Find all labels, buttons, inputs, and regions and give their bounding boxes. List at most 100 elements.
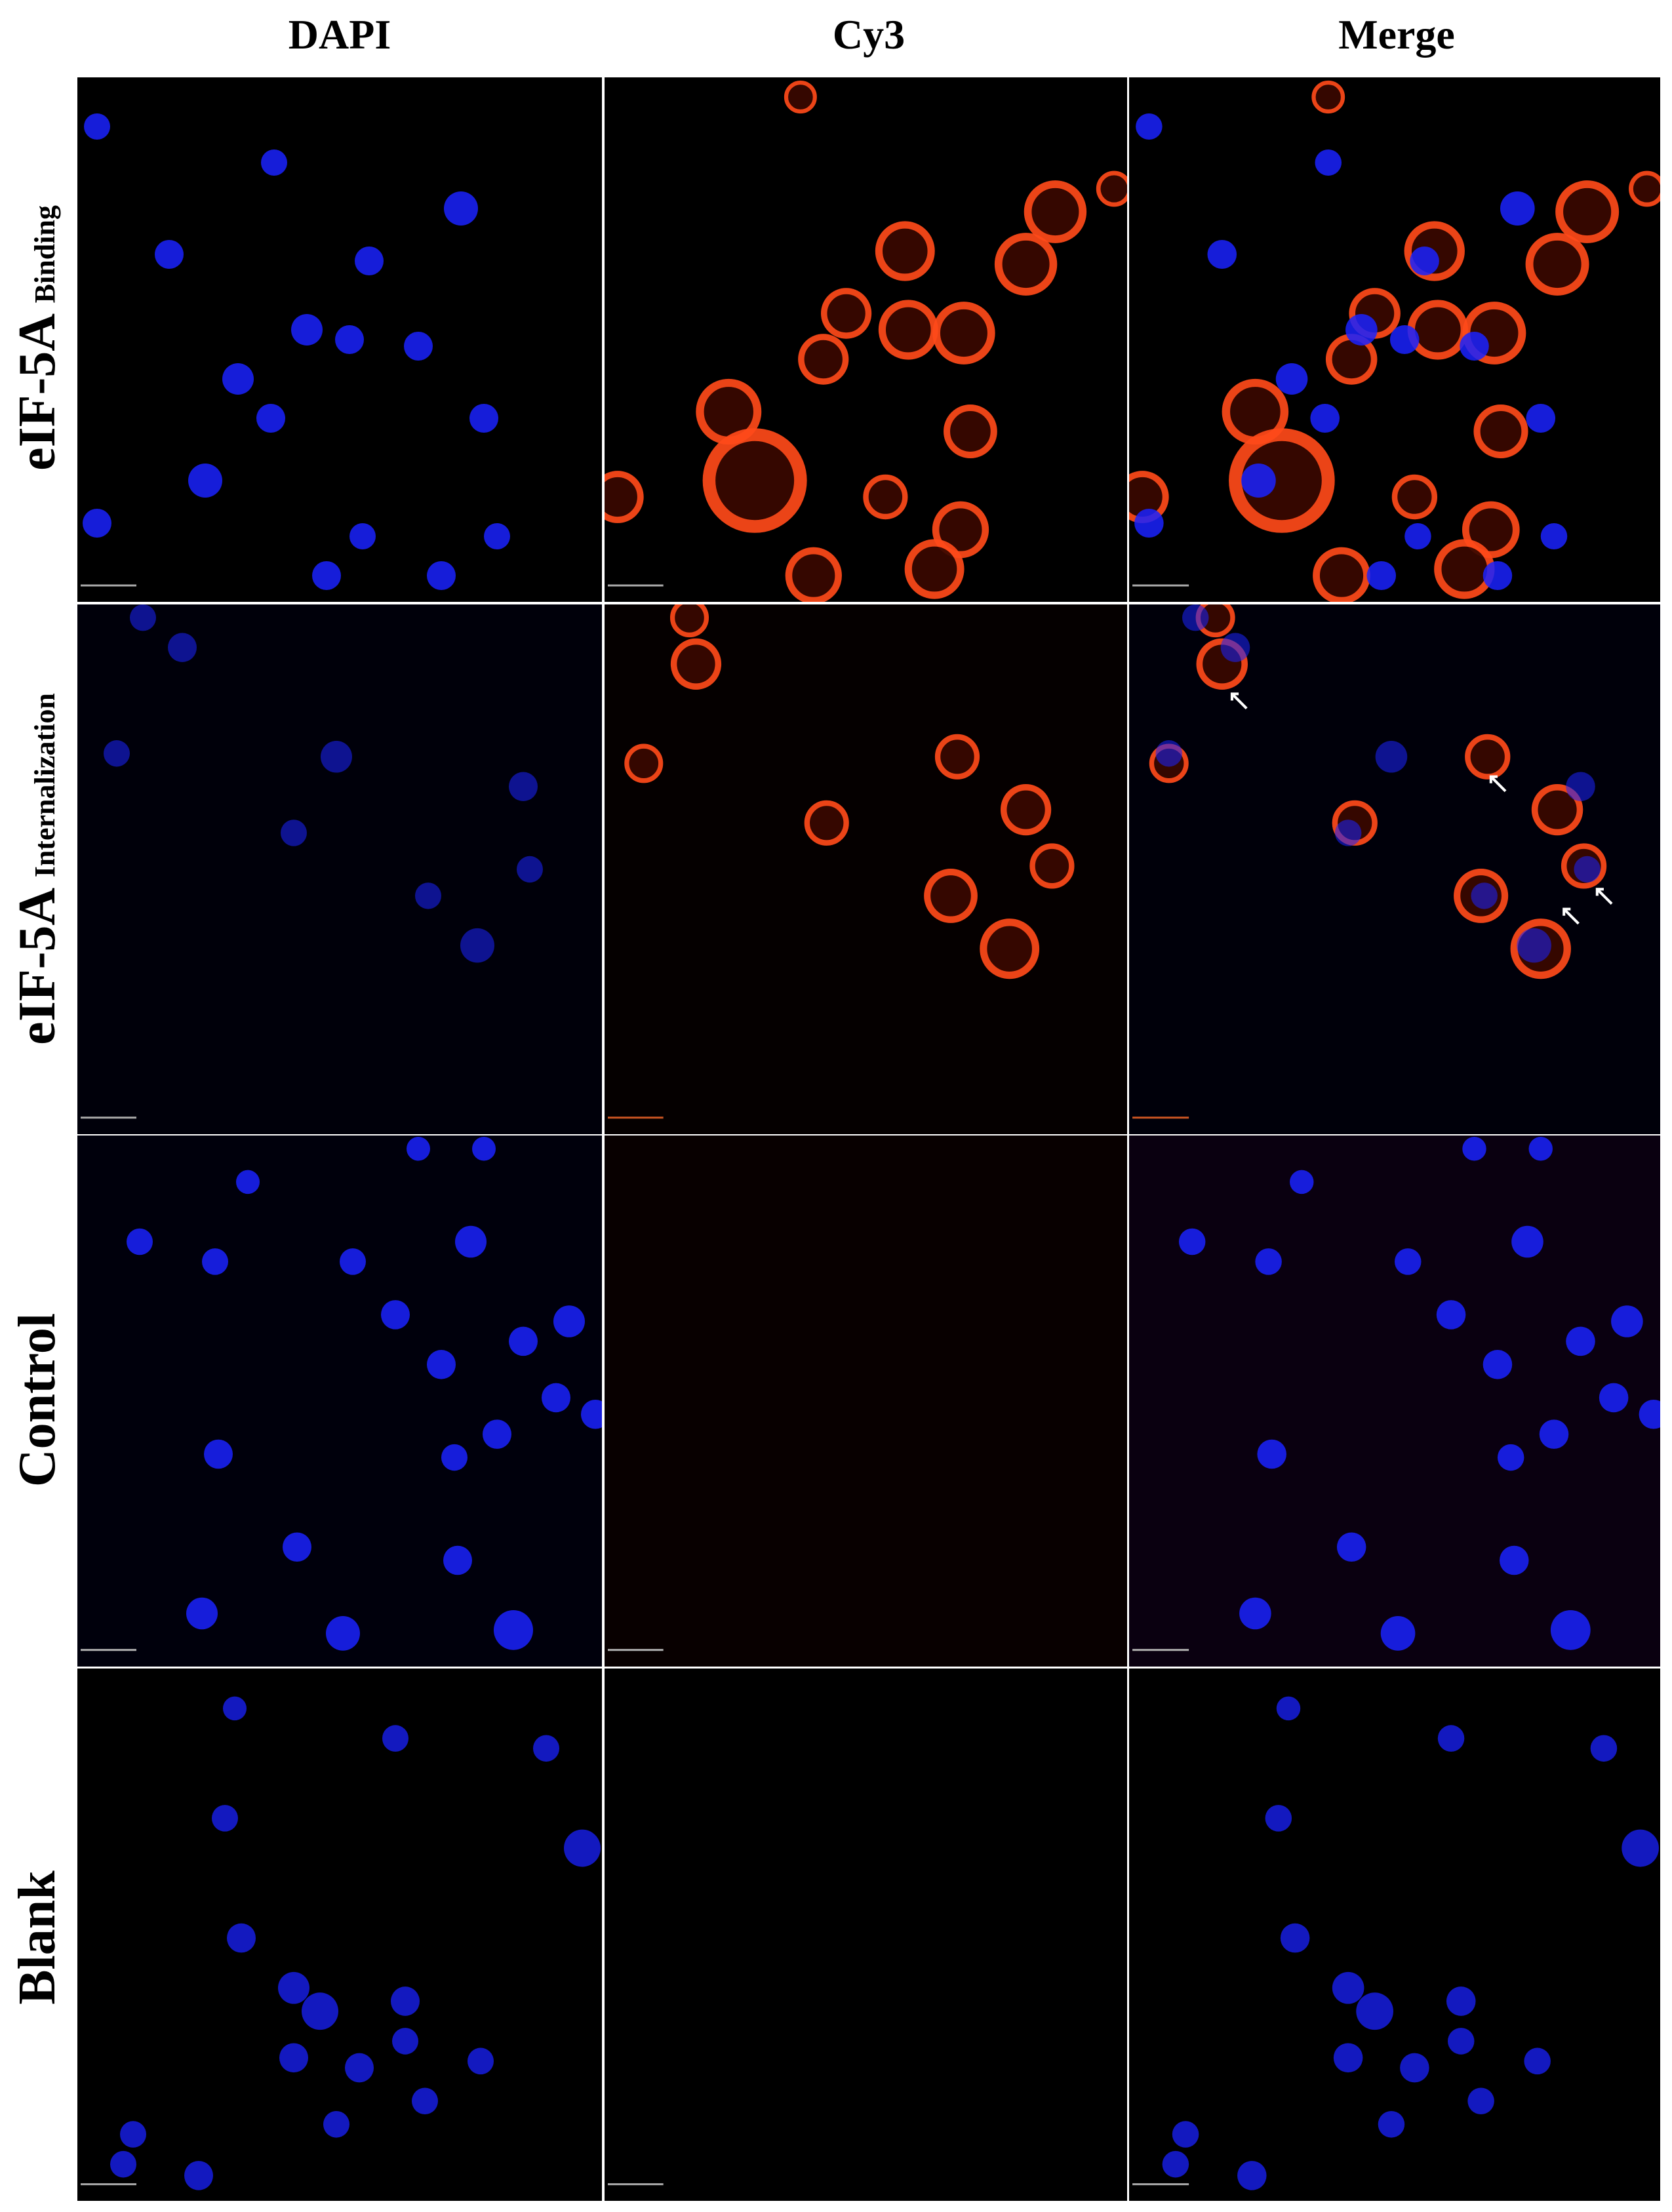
row-label-binding-sub: Binding xyxy=(29,205,62,303)
cy3-cell-14 xyxy=(785,547,842,602)
nucleus-5 xyxy=(1483,1350,1513,1379)
nucleus-7 xyxy=(1356,1992,1393,2030)
nucleus-1 xyxy=(1220,633,1250,662)
nucleus-14 xyxy=(1499,1545,1529,1575)
cy3-cell-8 xyxy=(980,918,1040,979)
nucleus-7 xyxy=(1611,1305,1643,1337)
nucleus-6 xyxy=(509,1326,538,1356)
nucleus-16 xyxy=(312,561,341,590)
nucleus-1 xyxy=(382,1725,408,1752)
nucleus-0 xyxy=(1178,1228,1206,1255)
nucleus-8 xyxy=(1460,332,1489,361)
nucleus-4 xyxy=(355,247,384,275)
cy3-cell-12 xyxy=(1462,501,1520,559)
arrow-2 xyxy=(1596,888,1613,905)
nucleus-6 xyxy=(1332,1971,1364,2004)
nucleus-14 xyxy=(484,523,510,549)
nucleus-8 xyxy=(1599,1383,1629,1413)
nucleus-10 xyxy=(1639,1399,1660,1429)
nucleus-13 xyxy=(468,2047,494,2075)
nucleus-13 xyxy=(1336,1532,1366,1562)
nucleus-16 xyxy=(1162,2150,1189,2178)
cy3-cell-2 xyxy=(994,233,1058,296)
nucleus-5 xyxy=(1334,820,1362,846)
cy3-cell-1 xyxy=(670,638,722,690)
nucleus-15 xyxy=(1483,561,1513,590)
panel-binding-cy3 xyxy=(605,77,1127,602)
cy3-cell-6 xyxy=(798,334,849,385)
nucleus-11 xyxy=(1333,2043,1363,2073)
nucleus-16 xyxy=(1380,1616,1416,1651)
panel-internalization-cy3 xyxy=(605,604,1127,1134)
nucleus-16 xyxy=(1366,561,1397,590)
nucleus-5 xyxy=(1345,314,1378,346)
nucleus-20 xyxy=(472,1137,496,1161)
nucleus-13 xyxy=(1404,523,1431,549)
panel-control-cy3 xyxy=(605,1136,1127,1667)
nucleus-19 xyxy=(407,1137,430,1161)
nucleus-12 xyxy=(1400,2053,1429,2083)
nucleus-8 xyxy=(460,928,494,963)
nucleus-9 xyxy=(1448,2028,1475,2055)
panel-internalization-merge xyxy=(1129,604,1660,1134)
nucleus-4 xyxy=(1566,772,1595,801)
nucleus-6 xyxy=(517,856,543,883)
nucleus-9 xyxy=(469,404,498,433)
nucleus-8 xyxy=(1517,928,1551,963)
cy3-cell-12 xyxy=(932,501,989,559)
cy3-cell-2 xyxy=(624,743,664,783)
nucleus-1 xyxy=(202,1248,228,1275)
cy3-cell-14 xyxy=(1313,547,1370,602)
nucleus-2 xyxy=(533,1735,559,1762)
nucleus-7 xyxy=(302,1992,338,2030)
nucleus-5 xyxy=(227,1923,256,1953)
panel-internalization-dapi xyxy=(77,604,602,1134)
cy3-cell-11 xyxy=(863,474,908,520)
panel-blank-dapi xyxy=(77,1669,602,2201)
row-label-control-main: Control xyxy=(9,1313,67,1487)
nucleus-17 xyxy=(1550,1610,1591,1650)
cy3-cell-4 xyxy=(878,300,938,360)
panel-control-dapi xyxy=(77,1136,602,1667)
nucleus-9 xyxy=(1526,404,1556,433)
nucleus-0 xyxy=(84,113,110,140)
nucleus-2 xyxy=(104,740,130,767)
nucleus-3 xyxy=(1511,1225,1543,1258)
nucleus-15 xyxy=(323,2110,349,2138)
nucleus-8 xyxy=(1446,1986,1476,2016)
nucleus-20 xyxy=(1528,1137,1553,1161)
cy3-cell-0 xyxy=(669,604,709,638)
nucleus-0 xyxy=(130,604,156,631)
row-label-internalization: eIF-5A Internalization xyxy=(0,603,75,1134)
cy3-cell-16 xyxy=(1311,80,1345,114)
panel-binding-dapi xyxy=(77,77,602,602)
cy3-cell-13 xyxy=(1434,539,1495,599)
panel-blank-merge xyxy=(1129,1669,1660,2201)
nucleus-6 xyxy=(1275,363,1308,395)
cy3-cell-8 xyxy=(1473,404,1528,459)
column-header-dapi: DAPI xyxy=(288,11,391,58)
row-label-blank: Blank xyxy=(0,1672,75,2203)
nucleus-3 xyxy=(321,741,352,773)
nucleus-3 xyxy=(1265,1805,1292,1832)
nucleus-5 xyxy=(281,820,307,846)
nucleus-8 xyxy=(542,1383,570,1413)
cy3-cell-3 xyxy=(820,288,872,339)
nucleus-10 xyxy=(581,1399,602,1429)
nucleus-5 xyxy=(1280,1923,1310,1953)
nucleus-12 xyxy=(204,1439,233,1469)
nucleus-10 xyxy=(1310,404,1340,433)
nucleus-2 xyxy=(1395,1248,1422,1275)
nucleus-9 xyxy=(483,1419,511,1449)
nucleus-15 xyxy=(1378,2110,1405,2138)
nucleus-0 xyxy=(1136,113,1163,140)
cy3-cell-5 xyxy=(932,302,995,365)
nucleus-7 xyxy=(1471,882,1498,909)
nucleus-14 xyxy=(412,2087,438,2115)
nucleus-10 xyxy=(120,2121,146,2148)
cy3-cell-15 xyxy=(1096,170,1127,207)
nucleus-2 xyxy=(1155,740,1182,767)
arrow-3 xyxy=(1563,908,1580,925)
cy3-cell-9 xyxy=(1229,428,1335,533)
nucleus-0 xyxy=(127,1228,153,1255)
